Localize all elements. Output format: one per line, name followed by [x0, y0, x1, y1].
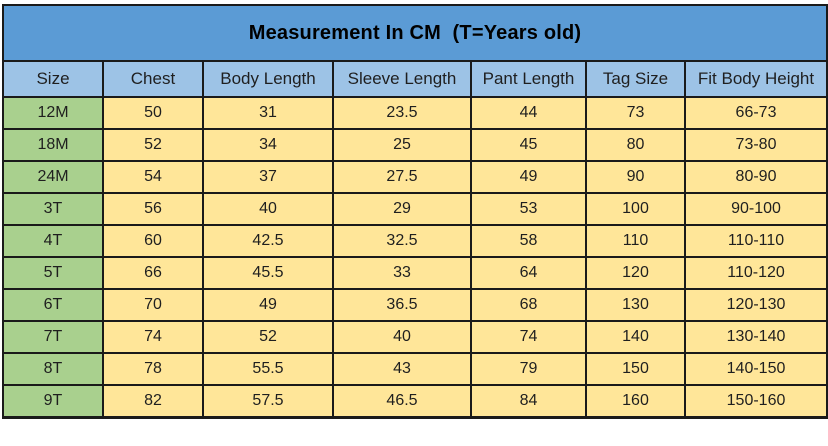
data-cell: 27.5: [332, 160, 472, 194]
size-cell: 8T: [2, 352, 104, 386]
table-row: 5T 66 45.5 33 64 120 110-120: [2, 256, 828, 290]
column-header-pant-length: Pant Length: [470, 60, 587, 98]
data-cell: 52: [102, 128, 204, 162]
data-cell: 78: [102, 352, 204, 386]
table-row: 3T 56 40 29 53 100 90-100: [2, 192, 828, 226]
table-row: 4T 60 42.5 32.5 58 110 110-110: [2, 224, 828, 258]
data-cell: 64: [470, 256, 587, 290]
size-cell: 3T: [2, 192, 104, 226]
data-cell: 60: [102, 224, 204, 258]
table-row: 6T 70 49 36.5 68 130 120-130: [2, 288, 828, 322]
data-cell: 37: [202, 160, 334, 194]
data-cell: 29: [332, 192, 472, 226]
column-header-tag-size: Tag Size: [585, 60, 686, 98]
table-row: 8T 78 55.5 43 79 150 140-150: [2, 352, 828, 386]
data-cell: 55.5: [202, 352, 334, 386]
data-cell: 120-130: [683, 288, 828, 322]
data-cell: 46.5: [332, 384, 472, 418]
data-cell: 31: [202, 96, 334, 130]
data-cell: 50: [102, 96, 204, 130]
data-cell: 79: [470, 352, 587, 386]
column-header-sleeve-length: Sleeve Length: [332, 60, 472, 98]
size-cell: 18M: [2, 128, 104, 162]
data-cell: 82: [102, 384, 204, 418]
data-cell: 160: [585, 384, 686, 418]
column-header-chest: Chest: [102, 60, 204, 98]
title-row: Measurement In CM (T=Years old): [1, 4, 828, 62]
data-cell: 66-73: [683, 96, 828, 130]
data-cell: 34: [202, 128, 334, 162]
data-cell: 32.5: [332, 224, 472, 258]
data-cell: 74: [102, 320, 204, 354]
table-row: 24M 54 37 27.5 49 90 80-90: [2, 160, 828, 194]
data-cell: 40: [202, 192, 334, 226]
column-header-body-length: Body Length: [202, 60, 334, 98]
data-cell: 80-90: [683, 160, 828, 194]
data-cell: 130-140: [683, 320, 828, 354]
data-cell: 130: [585, 288, 686, 322]
size-cell: 24M: [2, 160, 104, 194]
column-header-size: Size: [2, 60, 104, 98]
data-cell: 42.5: [202, 224, 334, 258]
column-header-fit-body-height: Fit Body Height: [683, 60, 828, 98]
data-cell: 25: [332, 128, 472, 162]
measurement-table: Measurement In CM (T=Years old) Size Ches…: [1, 4, 828, 419]
data-cell: 66: [102, 256, 204, 290]
size-cell: 5T: [2, 256, 104, 290]
data-cell: 45: [470, 128, 587, 162]
data-cell: 68: [470, 288, 587, 322]
data-cell: 49: [202, 288, 334, 322]
data-cell: 45.5: [202, 256, 334, 290]
size-cell: 4T: [2, 224, 104, 258]
size-cell: 12M: [2, 96, 104, 130]
data-cell: 43: [332, 352, 472, 386]
data-cell: 49: [470, 160, 587, 194]
table-row: 7T 74 52 40 74 140 130-140: [2, 320, 828, 354]
column-header-row: Size Chest Body Length Sleeve Length Pant Le…: [2, 60, 828, 98]
size-cell: 7T: [2, 320, 104, 354]
table-row: 18M 52 34 25 45 80 73-80: [2, 128, 828, 162]
data-cell: 150-160: [683, 384, 828, 418]
data-cell: 84: [470, 384, 587, 418]
data-cell: 150: [585, 352, 686, 386]
data-cell: 23.5: [332, 96, 472, 130]
data-cell: 54: [102, 160, 204, 194]
data-cell: 73: [585, 96, 686, 130]
data-cell: 120: [585, 256, 686, 290]
data-cell: 40: [332, 320, 472, 354]
table-title: Measurement In CM (T=Years old): [1, 4, 828, 62]
data-cell: 90: [585, 160, 686, 194]
data-cell: 110-110: [683, 224, 828, 258]
data-cell: 56: [102, 192, 204, 226]
table-row: 9T 82 57.5 46.5 84 160 150-160: [2, 384, 828, 418]
data-cell: 110: [585, 224, 686, 258]
data-cell: 53: [470, 192, 587, 226]
size-cell: 6T: [2, 288, 104, 322]
data-cell: 52: [202, 320, 334, 354]
data-cell: 73-80: [683, 128, 828, 162]
table-row: 12M 50 31 23.5 44 73 66-73: [2, 96, 828, 130]
table-body: 12M 50 31 23.5 44 73 66-73 18M 52 34 25 45 80 73-80 24…: [2, 96, 828, 418]
data-cell: 100: [585, 192, 686, 226]
data-cell: 57.5: [202, 384, 334, 418]
size-cell: 9T: [2, 384, 104, 418]
data-cell: 44: [470, 96, 587, 130]
data-cell: 33: [332, 256, 472, 290]
data-cell: 74: [470, 320, 587, 354]
data-cell: 140-150: [683, 352, 828, 386]
data-cell: 140: [585, 320, 686, 354]
data-cell: 58: [470, 224, 587, 258]
data-cell: 70: [102, 288, 204, 322]
data-cell: 110-120: [683, 256, 828, 290]
data-cell: 90-100: [683, 192, 828, 226]
data-cell: 80: [585, 128, 686, 162]
data-cell: 36.5: [332, 288, 472, 322]
